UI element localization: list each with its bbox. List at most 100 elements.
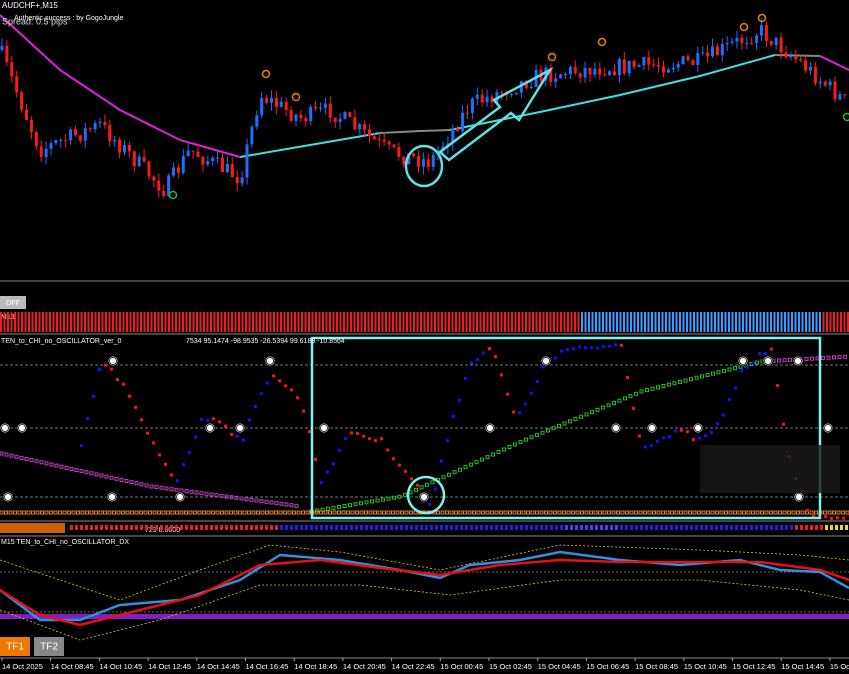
candle-body	[93, 123, 97, 130]
trail-dot	[804, 356, 809, 361]
level-marker-inner	[486, 424, 494, 432]
strip-bar	[448, 312, 450, 332]
base-dot	[161, 510, 166, 515]
trail-dot	[29, 458, 34, 463]
base-dot	[512, 510, 517, 515]
base-dot	[836, 510, 841, 515]
strip-bar	[682, 312, 685, 332]
strip-bar	[668, 312, 671, 332]
base-dot	[629, 510, 634, 515]
status-cell	[200, 525, 203, 530]
highlight-circle	[404, 144, 444, 188]
base-dot	[409, 510, 413, 515]
strip-bar	[336, 312, 338, 332]
candle-body	[240, 177, 244, 184]
candle-body	[333, 117, 337, 122]
signal-marker	[547, 52, 557, 62]
osc-dot	[542, 365, 545, 369]
base-dot	[377, 510, 382, 515]
candle-body	[142, 156, 146, 162]
status-cell	[750, 525, 753, 530]
strip-bar	[633, 312, 636, 332]
base-dot	[278, 510, 283, 515]
base-dot	[472, 510, 476, 515]
trail-dot	[254, 498, 259, 503]
base-dot	[170, 510, 175, 515]
trail-dot	[326, 506, 330, 511]
base-dot	[521, 510, 526, 515]
base-dot	[503, 510, 508, 515]
status-cell	[740, 525, 743, 530]
candle-body	[750, 42, 754, 44]
trail-dot	[507, 445, 512, 449]
oscillator-panel	[0, 336, 849, 521]
status-cell	[685, 525, 688, 530]
candle-body	[255, 115, 259, 127]
osc-dot	[164, 462, 167, 466]
tf2-button[interactable]	[34, 637, 64, 656]
candle-body	[98, 121, 102, 124]
strip-bar	[290, 312, 293, 332]
status-cell	[90, 525, 93, 530]
status-cell	[555, 525, 558, 530]
candle-body	[225, 163, 229, 173]
time-label: 15 Oct 10:45	[684, 662, 727, 671]
base-dot	[782, 510, 787, 515]
status-cell	[595, 525, 598, 530]
trail-dot	[259, 499, 264, 504]
status-cell	[145, 525, 148, 530]
strip-bar	[427, 312, 429, 332]
base-dot	[517, 510, 521, 515]
candle-body	[44, 148, 48, 158]
candle-body	[642, 57, 646, 66]
base-dot	[688, 510, 692, 515]
time-label: 14 Oct 08:45	[51, 662, 94, 671]
trail-dot	[269, 500, 274, 505]
candle-body	[319, 107, 322, 109]
strip-bar	[154, 312, 156, 332]
osc-dot	[812, 514, 815, 518]
level-marker-inner	[108, 493, 116, 501]
status-cell	[585, 525, 588, 530]
base-dot	[647, 510, 652, 515]
tf1-button[interactable]	[0, 637, 30, 656]
status-cell	[285, 525, 288, 530]
trail-dot	[419, 485, 424, 490]
strip-bar	[115, 312, 118, 332]
strip-bar	[21, 312, 23, 332]
osc-dot	[290, 388, 293, 392]
strip-bar	[847, 312, 849, 332]
osc-dot	[674, 429, 677, 433]
trail-dot	[529, 435, 534, 440]
candle-body	[323, 103, 327, 108]
strip-bar	[735, 312, 737, 332]
osc-dot	[590, 346, 593, 350]
time-label: 14 Oct 16:45	[246, 662, 289, 671]
trail-dot	[375, 498, 380, 503]
strip-bar	[801, 312, 804, 332]
strip-bar	[542, 312, 545, 332]
strip-bar	[514, 312, 517, 332]
candle-body	[593, 68, 597, 75]
base-dot	[769, 510, 773, 515]
candle-body	[764, 25, 768, 41]
base-dot	[292, 510, 296, 515]
osc-dot	[398, 463, 401, 467]
status-cell	[535, 525, 538, 530]
time-label: 14 Oct 22:45	[392, 662, 435, 671]
trail-dot	[595, 407, 600, 412]
base-dot	[121, 510, 125, 515]
candle-body	[637, 65, 641, 68]
strip-bar	[112, 312, 114, 332]
status-cell	[825, 525, 828, 530]
strip-bar	[658, 312, 660, 332]
status-cell	[455, 525, 458, 530]
strip-bar	[7, 312, 9, 332]
status-cell	[480, 525, 483, 530]
strip-bar	[756, 312, 758, 332]
trail-dot	[49, 462, 54, 467]
off-button[interactable]	[0, 296, 26, 309]
status-cell	[475, 525, 478, 530]
strip-bar	[49, 312, 51, 332]
strip-bar	[532, 312, 534, 332]
